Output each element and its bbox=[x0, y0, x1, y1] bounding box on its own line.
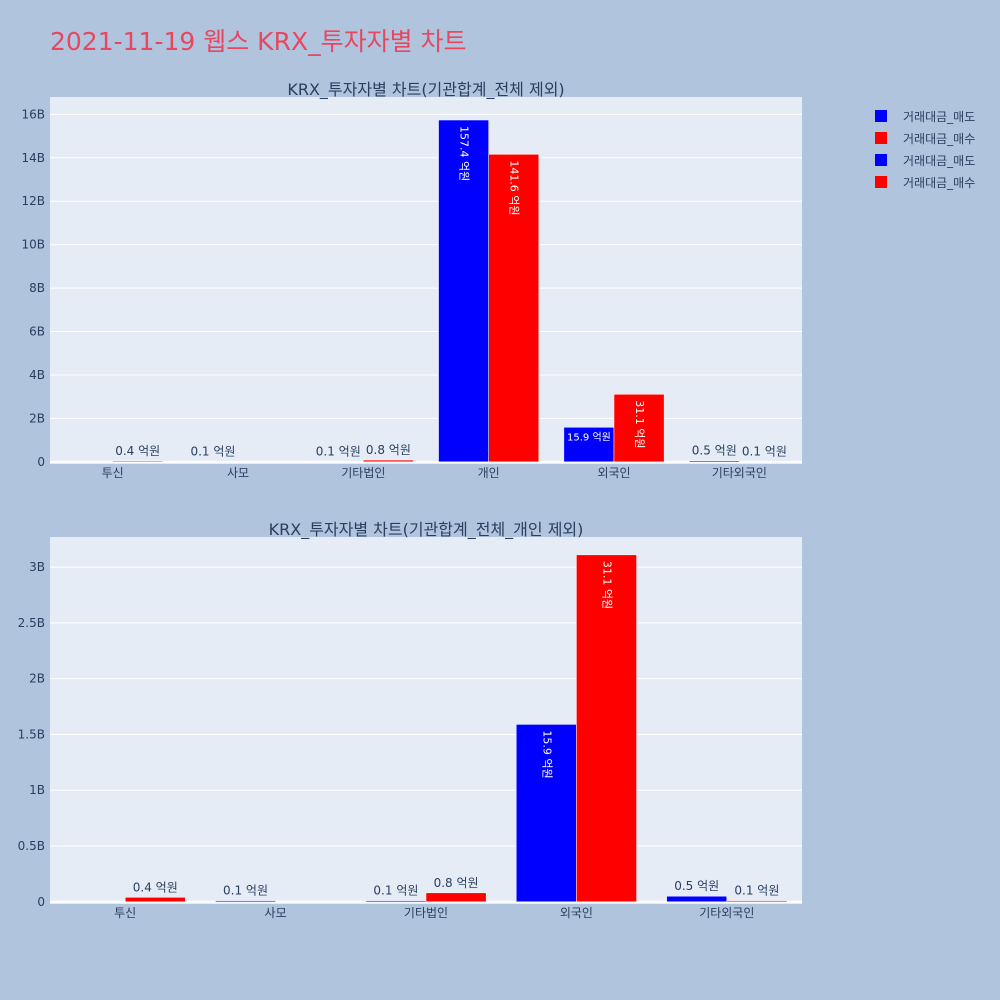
legend-swatch-buy bbox=[875, 176, 887, 188]
legend: 거래대금_매도 거래대금_매수 거래대금_매도 거래대금_매수 bbox=[875, 105, 975, 193]
bar-buy bbox=[363, 459, 414, 463]
bar-sell bbox=[215, 900, 276, 903]
x-tick-label: 기타법인 bbox=[404, 906, 448, 920]
y-tick-label: 1.5B bbox=[18, 727, 45, 741]
data-label: 0.1 억원 bbox=[373, 884, 418, 898]
data-label: 0.1 억원 bbox=[742, 445, 787, 459]
legend-swatch-sell bbox=[875, 110, 887, 122]
x-tick-label: 외국인 bbox=[560, 906, 593, 920]
y-tick-label: 10B bbox=[21, 238, 45, 252]
bar-sell bbox=[515, 724, 577, 903]
y-tick-label: 2B bbox=[29, 411, 45, 425]
y-tick-label: 2.5B bbox=[18, 616, 45, 630]
legend-label: 거래대금_매수 bbox=[903, 175, 976, 190]
data-label: 0.5 억원 bbox=[674, 879, 719, 893]
bar-buy bbox=[124, 897, 186, 903]
data-label: 0.1 억원 bbox=[223, 884, 268, 898]
y-tick-label: 4B bbox=[29, 368, 45, 382]
data-label: 31.1 억원 bbox=[600, 561, 613, 609]
data-label: 0.4 억원 bbox=[133, 880, 178, 894]
data-label: 0.5 억원 bbox=[692, 444, 737, 458]
plot-area bbox=[50, 97, 802, 464]
legend-label: 거래대금_매수 bbox=[903, 131, 976, 146]
y-tick-label: 1B bbox=[29, 783, 45, 797]
bar-sell bbox=[438, 119, 489, 463]
bar-buy bbox=[425, 892, 487, 903]
y-tick-label: 2B bbox=[29, 672, 45, 686]
legend-item-sell-1[interactable]: 거래대금_매도 bbox=[875, 105, 975, 127]
chart-1: 0 2B 4B 6B 8B 10B 12B 14B 16B KRX_투자자별 차트(기관합계_전체… bbox=[21, 80, 802, 480]
data-label: 15.9 억원 bbox=[567, 431, 611, 443]
legend-swatch-buy bbox=[875, 132, 887, 144]
data-label: 141.6 억원 bbox=[508, 160, 521, 215]
data-label: 15.9 억원 bbox=[540, 730, 553, 778]
y-tick-label: 0 bbox=[37, 455, 45, 469]
chart-2: 0 0.5B 1B 1.5B 2B 2.5B 3B KRX_투자자별 차트(기관합계_전체_개… bbox=[18, 520, 802, 920]
x-tick-label: 투신 bbox=[102, 466, 124, 480]
data-label: 157.4 억원 bbox=[458, 126, 471, 181]
bar-sell bbox=[666, 895, 728, 903]
y-tick-label: 14B bbox=[21, 151, 45, 165]
legend-swatch-sell bbox=[875, 154, 887, 166]
data-label: 31.1 억원 bbox=[633, 400, 646, 448]
legend-item-buy-1[interactable]: 거래대금_매수 bbox=[875, 127, 975, 149]
y-tick-label: 12B bbox=[21, 194, 45, 208]
chart-title: KRX_투자자별 차트(기관합계_전체_개인 제외) bbox=[269, 520, 584, 540]
data-label: 0.1 억원 bbox=[316, 445, 361, 459]
bar-buy bbox=[613, 394, 665, 463]
bar-buy bbox=[576, 554, 637, 903]
bar-buy bbox=[112, 460, 164, 463]
x-tick-label: 기타법인 bbox=[341, 466, 385, 480]
page-title: 2021-11-19 웹스 KRX_투자자별 차트 bbox=[50, 27, 467, 56]
x-tick-label: 외국인 bbox=[597, 466, 630, 480]
y-tick-label: 0.5B bbox=[18, 839, 45, 853]
bar-sell bbox=[688, 460, 740, 463]
x-tick-label: 사모 bbox=[227, 466, 249, 480]
data-label: 0.8 억원 bbox=[434, 876, 479, 890]
bar-buy bbox=[726, 900, 788, 903]
legend-label: 거래대금_매도 bbox=[903, 153, 976, 168]
data-label: 0.4 억원 bbox=[115, 444, 160, 458]
data-label: 0.1 억원 bbox=[190, 445, 235, 459]
legend-item-sell-2[interactable]: 거래대금_매도 bbox=[875, 149, 975, 171]
bar-sell bbox=[365, 900, 427, 903]
y-tick-label: 8B bbox=[29, 281, 45, 295]
y-tick-label: 16B bbox=[21, 107, 45, 121]
data-label: 0.8 억원 bbox=[366, 443, 411, 457]
x-tick-label: 기타외국인 bbox=[712, 466, 767, 480]
y-tick-label: 6B bbox=[29, 325, 45, 339]
y-tick-label: 0 bbox=[37, 895, 45, 909]
y-tick-label: 3B bbox=[29, 560, 45, 574]
x-tick-label: 개인 bbox=[478, 466, 500, 480]
x-tick-label: 기타외국인 bbox=[699, 906, 754, 920]
bar-sell bbox=[563, 427, 615, 463]
bar-buy bbox=[488, 154, 540, 463]
data-label: 0.1 억원 bbox=[734, 884, 779, 898]
plot-area bbox=[50, 537, 802, 904]
x-tick-label: 사모 bbox=[265, 906, 287, 920]
legend-item-buy-2[interactable]: 거래대금_매수 bbox=[875, 171, 975, 193]
x-tick-label: 투신 bbox=[114, 906, 136, 920]
legend-label: 거래대금_매도 bbox=[903, 109, 976, 124]
chart-title: KRX_투자자별 차트(기관합계_전체 제외) bbox=[287, 80, 564, 100]
